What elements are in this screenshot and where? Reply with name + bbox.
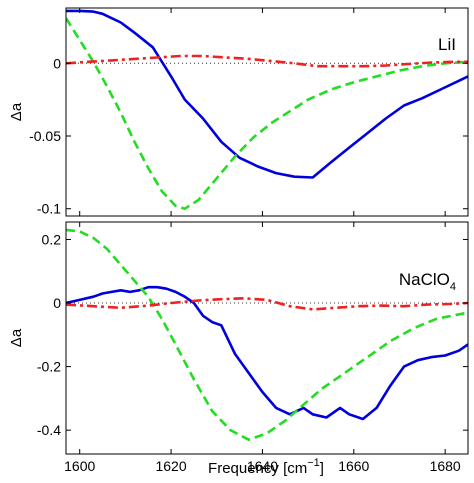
- x-axis-label: Frequency [cm−1]: [208, 457, 324, 477]
- y-tick-label: -0.4: [37, 422, 61, 438]
- panel-lii: 0 -0.05 -0.1 Δa LiI: [8, 7, 469, 217]
- y-tick-label: 0.2: [42, 231, 62, 247]
- y-axis-label: Δa: [8, 328, 25, 347]
- x-tick-label: 1620: [155, 458, 186, 474]
- x-tick-label: 1660: [338, 458, 369, 474]
- series-solid-line: [66, 285, 468, 421]
- x-tick-label: 1640: [247, 458, 278, 474]
- y-tick-label: -0.05: [29, 128, 61, 144]
- y-tick-label: 0: [53, 295, 61, 311]
- series-solid-line: [66, 9, 468, 179]
- panel-label: NaClO4: [399, 270, 456, 293]
- y-tick-label: 0: [53, 55, 61, 71]
- x-tick-label: 1600: [64, 458, 95, 474]
- panel-label: LiI: [438, 35, 456, 54]
- panel-naclo4: 1600 1620 1640 1660 1680 0.2 0 -0.2 -0.4 Δa NaClO4: [8, 221, 469, 474]
- series-dashdot-line: [66, 297, 468, 311]
- y-tick-label: -0.1: [37, 201, 61, 217]
- plot-frame: [65, 221, 469, 455]
- y-axis-label: Δa: [8, 102, 25, 121]
- x-tick-label: 1680: [430, 458, 461, 474]
- plot-frame: [65, 7, 469, 217]
- series-dashed-line: [66, 228, 468, 441]
- series-dashed-line: [66, 17, 468, 210]
- y-tick-label: -0.2: [37, 359, 61, 375]
- series-dashdot-line: [66, 54, 468, 68]
